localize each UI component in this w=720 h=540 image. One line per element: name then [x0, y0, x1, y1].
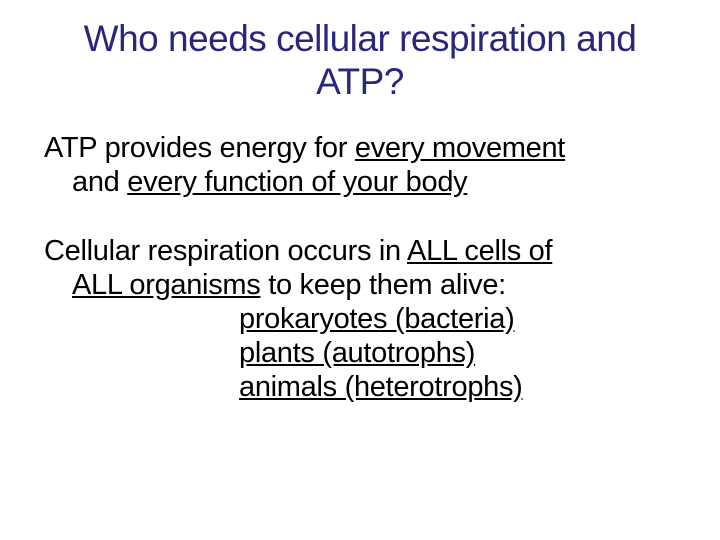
- p2-text-a: Cellular respiration occurs in: [44, 235, 407, 267]
- p1-underline-2: every function of your body: [127, 166, 467, 198]
- p1-text-b: and: [72, 166, 127, 198]
- p1-line2: and every function of your body: [44, 165, 680, 199]
- slide: Who needs cellular respiration and ATP? …: [0, 0, 720, 540]
- p1-underline-1: every movement: [355, 132, 565, 164]
- p2-line2: ALL organisms to keep them alive:: [44, 268, 680, 302]
- p2-text-b: to keep them alive:: [260, 269, 505, 301]
- slide-title: Who needs cellular respiration and ATP?: [40, 18, 680, 103]
- list-item-3: animals (heterotrophs): [44, 370, 680, 404]
- slide-body: ATP provides energy for every movement a…: [40, 131, 680, 405]
- p2-underline-1: ALL cells of: [407, 235, 552, 267]
- list-item-2: plants (autotrophs): [44, 336, 680, 370]
- p1-text-a: ATP provides energy for: [44, 132, 355, 164]
- paragraph-2: Cellular respiration occurs in ALL cells…: [40, 234, 680, 405]
- list-item-1: prokaryotes (bacteria): [44, 302, 680, 336]
- paragraph-1: ATP provides energy for every movement a…: [40, 131, 680, 199]
- p2-underline-2: ALL organisms: [72, 269, 260, 301]
